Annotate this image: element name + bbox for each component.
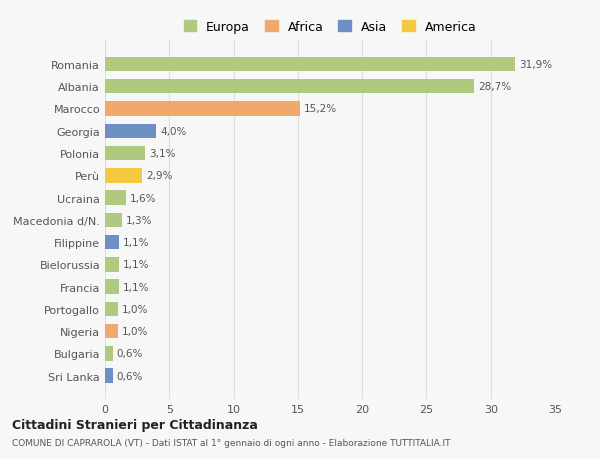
Text: 28,7%: 28,7% <box>478 82 511 92</box>
Text: 1,3%: 1,3% <box>125 215 152 225</box>
Text: 4,0%: 4,0% <box>160 127 187 136</box>
Bar <box>105 146 145 161</box>
Text: 2,9%: 2,9% <box>146 171 173 181</box>
Bar <box>105 57 515 72</box>
Text: 1,0%: 1,0% <box>122 326 148 336</box>
Text: 0,6%: 0,6% <box>116 371 143 381</box>
Bar <box>105 235 119 250</box>
Bar <box>105 347 113 361</box>
Text: 1,1%: 1,1% <box>123 260 149 270</box>
Bar <box>105 280 119 294</box>
Text: COMUNE DI CAPRAROLA (VT) - Dati ISTAT al 1° gennaio di ogni anno - Elaborazione : COMUNE DI CAPRAROLA (VT) - Dati ISTAT al… <box>12 438 451 448</box>
Bar <box>105 102 301 117</box>
Bar <box>105 302 118 316</box>
Legend: Europa, Africa, Asia, America: Europa, Africa, Asia, America <box>180 17 480 38</box>
Text: 1,1%: 1,1% <box>123 282 149 292</box>
Bar <box>105 324 118 339</box>
Text: 1,0%: 1,0% <box>122 304 148 314</box>
Text: 15,2%: 15,2% <box>304 104 337 114</box>
Bar <box>105 168 142 183</box>
Bar <box>105 191 125 205</box>
Text: 1,6%: 1,6% <box>130 193 156 203</box>
Bar <box>105 213 122 228</box>
Bar <box>105 257 119 272</box>
Text: 0,6%: 0,6% <box>116 349 143 358</box>
Text: 1,1%: 1,1% <box>123 238 149 247</box>
Text: 31,9%: 31,9% <box>519 60 552 70</box>
Bar <box>105 369 113 383</box>
Bar <box>105 124 157 139</box>
Bar <box>105 80 474 94</box>
Text: 3,1%: 3,1% <box>149 149 175 159</box>
Text: Cittadini Stranieri per Cittadinanza: Cittadini Stranieri per Cittadinanza <box>12 418 258 431</box>
